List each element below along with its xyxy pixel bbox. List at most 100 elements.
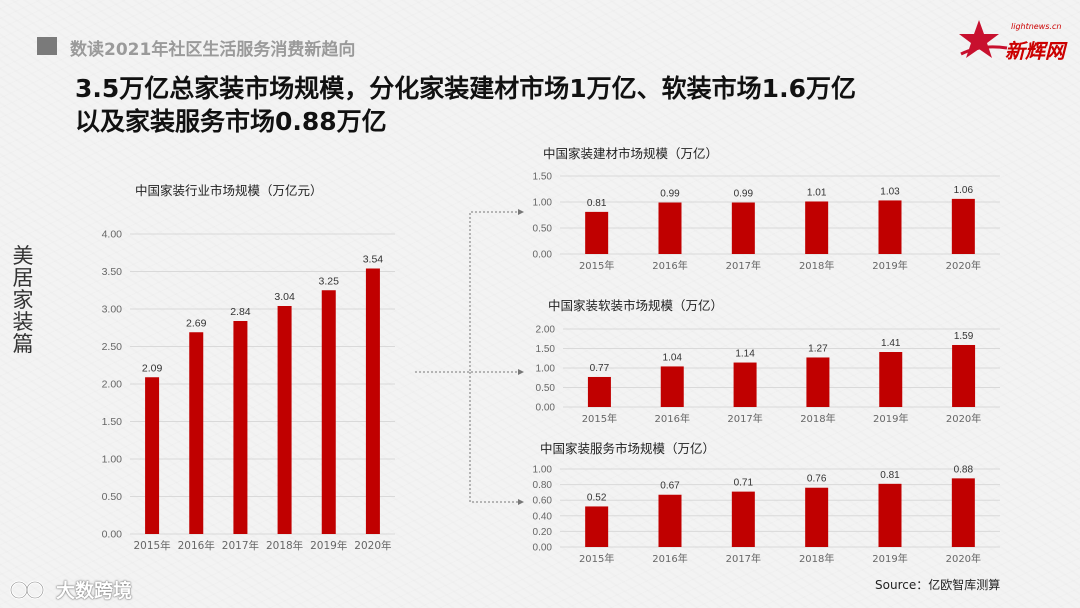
service-data-label: 0.81 bbox=[880, 470, 900, 481]
materials-x-tick-label: 2016年 bbox=[652, 259, 687, 272]
connector-arrow-service bbox=[469, 372, 518, 503]
watermark-logo-icon bbox=[9, 580, 45, 599]
soft-y-tick-label: 1.50 bbox=[536, 344, 556, 355]
main-x-tick-label: 2018年 bbox=[266, 539, 303, 552]
main-data-label: 3.54 bbox=[363, 254, 384, 266]
service-bar bbox=[878, 483, 902, 547]
header-square-icon bbox=[37, 37, 57, 55]
service-x-tick-label: 2016年 bbox=[652, 552, 687, 565]
materials-x-tick-label: 2018年 bbox=[799, 259, 834, 272]
main-y-tick-label: 1.00 bbox=[102, 454, 123, 466]
main-x-tick-label: 2015年 bbox=[133, 539, 170, 552]
main-x-tick-label: 2017年 bbox=[222, 539, 259, 552]
soft-bar bbox=[879, 352, 903, 407]
soft-bar bbox=[733, 362, 757, 407]
main-y-tick-label: 3.50 bbox=[102, 266, 123, 278]
materials-y-tick-label: 0.00 bbox=[533, 250, 553, 261]
soft-x-tick-label: 2018年 bbox=[800, 412, 835, 425]
materials-x-tick-label: 2020年 bbox=[946, 259, 981, 272]
soft-y-tick-label: 2.00 bbox=[536, 325, 556, 336]
main-data-label: 2.69 bbox=[186, 317, 207, 329]
arrow-head-icon bbox=[518, 209, 524, 215]
service-bar bbox=[731, 491, 755, 547]
main-y-tick-label: 3.00 bbox=[102, 304, 123, 316]
soft-y-tick-label: 0.50 bbox=[536, 383, 556, 394]
materials-data-label: 1.06 bbox=[954, 185, 974, 196]
side-category-label: 美 居 家 装 篇 bbox=[12, 244, 34, 356]
red-star-icon bbox=[959, 20, 1008, 58]
service-y-tick-label: 0.80 bbox=[533, 480, 553, 491]
section-title: 数读2021年社区生活服务消费新趋向 bbox=[70, 40, 356, 60]
main-bar bbox=[189, 332, 204, 534]
connector-arrow-materials bbox=[415, 211, 518, 373]
main-x-tick-label: 2016年 bbox=[178, 539, 215, 552]
service-x-tick-label: 2017年 bbox=[726, 552, 761, 565]
materials-data-label: 0.81 bbox=[587, 198, 607, 209]
soft-bar bbox=[952, 344, 976, 407]
main-bar bbox=[321, 290, 336, 534]
soft-bar bbox=[660, 366, 684, 407]
materials-data-label: 0.99 bbox=[660, 189, 680, 200]
soft-data-label: 1.04 bbox=[663, 352, 683, 363]
main-y-tick-label: 1.50 bbox=[102, 416, 123, 428]
page-headline: 3.5万亿总家装市场规模，分化家装建材市场1万亿、软装市场1.6万亿 以及家装服… bbox=[75, 72, 856, 138]
connector-arrows bbox=[415, 209, 524, 505]
materials-bar bbox=[658, 202, 682, 254]
soft-data-label: 1.59 bbox=[954, 331, 974, 342]
main-data-label: 2.09 bbox=[142, 362, 163, 374]
service-data-label: 0.71 bbox=[734, 478, 754, 489]
soft-x-tick-label: 2016年 bbox=[655, 412, 690, 425]
materials-data-label: 1.03 bbox=[880, 186, 900, 197]
soft-bar bbox=[587, 376, 611, 407]
service-bar bbox=[658, 494, 682, 547]
main-bar bbox=[145, 377, 160, 534]
materials-bar bbox=[731, 202, 755, 254]
service-y-tick-label: 0.40 bbox=[533, 511, 553, 522]
soft-x-tick-label: 2015年 bbox=[582, 412, 617, 425]
materials-data-label: 0.99 bbox=[734, 189, 754, 200]
service-chart-title: 中国家装服务市场规模（万亿） bbox=[540, 441, 716, 456]
service-y-tick-label: 0.00 bbox=[533, 543, 553, 554]
materials-bar bbox=[878, 200, 902, 254]
arrow-head-icon bbox=[518, 369, 524, 375]
soft-x-tick-label: 2017年 bbox=[727, 412, 762, 425]
main-bar bbox=[365, 268, 380, 534]
materials-y-tick-label: 1.00 bbox=[533, 198, 553, 209]
source-note: Source：亿欧智库测算 bbox=[875, 578, 1001, 592]
service-data-label: 0.52 bbox=[587, 492, 607, 503]
service-y-tick-label: 0.60 bbox=[533, 496, 553, 507]
brand-logo: lightnews.cn 新辉网 bbox=[955, 18, 1067, 68]
main-x-tick-label: 2020年 bbox=[354, 539, 391, 552]
main-x-tick-label: 2019年 bbox=[310, 539, 347, 552]
materials-x-tick-label: 2017年 bbox=[726, 259, 761, 272]
main-y-tick-label: 2.00 bbox=[102, 379, 123, 391]
headline-line-1: 3.5万亿总家装市场规模，分化家装建材市场1万亿、软装市场1.6万亿 bbox=[75, 74, 856, 103]
materials-data-label: 1.01 bbox=[807, 187, 827, 198]
watermark-text: 大数跨境 bbox=[56, 580, 133, 602]
service-bar bbox=[951, 478, 975, 547]
soft-x-tick-label: 2019年 bbox=[873, 412, 908, 425]
main-y-tick-label: 0.50 bbox=[102, 491, 123, 503]
logo-name: 新辉网 bbox=[1005, 39, 1065, 63]
soft-bar bbox=[806, 357, 830, 407]
service-data-label: 0.76 bbox=[807, 474, 827, 485]
soft-data-label: 0.77 bbox=[590, 363, 610, 374]
service-y-tick-label: 1.00 bbox=[533, 465, 553, 476]
service-x-tick-label: 2015年 bbox=[579, 552, 614, 565]
soft-x-tick-label: 2020年 bbox=[946, 412, 981, 425]
service-data-label: 0.88 bbox=[954, 464, 974, 475]
materials-x-tick-label: 2015年 bbox=[579, 259, 614, 272]
materials-bar bbox=[951, 198, 975, 254]
soft-data-label: 1.27 bbox=[808, 343, 828, 354]
main-bar bbox=[233, 321, 248, 534]
soft-y-tick-label: 1.00 bbox=[536, 364, 556, 375]
soft-data-label: 1.14 bbox=[735, 349, 755, 360]
service-x-tick-label: 2018年 bbox=[799, 552, 834, 565]
service-x-tick-label: 2020年 bbox=[946, 552, 981, 565]
main-bar bbox=[277, 306, 292, 534]
main-chart-title: 中国家装行业市场规模（万亿元） bbox=[135, 183, 323, 198]
service-x-tick-label: 2019年 bbox=[872, 552, 907, 565]
soft-chart-title: 中国家装软装市场规模（万亿） bbox=[548, 298, 724, 313]
main-data-label: 2.84 bbox=[230, 306, 251, 318]
